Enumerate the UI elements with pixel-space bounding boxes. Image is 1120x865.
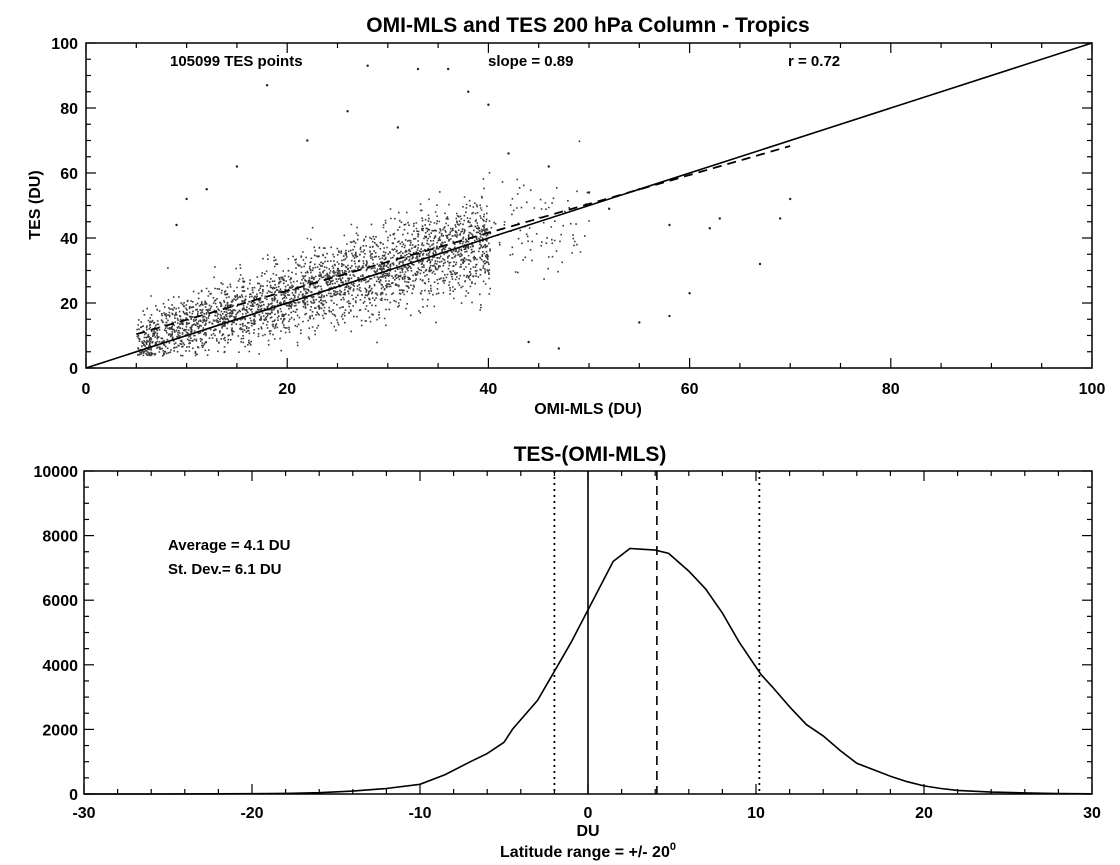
histogram-y-tick-labels: 0 2000 4000 6000 8000 10000 (34, 464, 79, 804)
histogram-x-tick-label: 20 (915, 805, 933, 822)
outlier-point (668, 223, 671, 227)
identity-line (85, 42, 1093, 369)
outlier-point (557, 347, 561, 350)
scatter-y-tick-label: 0 (69, 361, 78, 378)
scatter-x-tick-label: 80 (882, 381, 900, 398)
scatter-x-tick-label: 100 (1079, 381, 1106, 398)
histogram-x-tick-label: -10 (408, 805, 431, 822)
scatter-x-tick-label: 60 (681, 381, 699, 398)
outlier-point (789, 197, 792, 201)
scatter-x-axis-label: OMI-MLS (DU) (534, 401, 642, 418)
histogram-y-tick-label: 0 (69, 787, 78, 804)
outlier-point (446, 67, 450, 71)
outlier-point (416, 67, 420, 71)
histogram-x-tick-label: -20 (240, 805, 263, 822)
outlier-point (175, 223, 178, 227)
scatter-axis-ticks (85, 42, 1093, 369)
outlier-point (547, 165, 550, 168)
outlier-point (607, 207, 611, 210)
outlier-point (527, 340, 530, 344)
histogram-y-tick-label: 8000 (42, 529, 78, 546)
scatter-panel: OMI-MLS and TES 200 hPa Column - Tropics… (27, 14, 1105, 418)
scatter-x-tick-label: 40 (480, 381, 498, 398)
histogram-title: TES-(OMI-MLS) (514, 443, 667, 466)
histogram-x-tick-label: -30 (72, 805, 95, 822)
points-annotation: 105099 TES points (170, 53, 303, 70)
outlier-point (507, 152, 510, 155)
scatter-y-tick-label: 100 (51, 36, 78, 53)
scatter-y-axis-label: TES (DU) (27, 170, 44, 239)
outlier-point (265, 84, 269, 87)
histogram-x-tick-label: 10 (747, 805, 765, 822)
latitude-range-text: Latitude range = +/- 20 (500, 844, 670, 861)
outlier-point (306, 139, 309, 142)
scatter-x-tick-label: 0 (82, 381, 91, 398)
histogram-reference-lines (553, 471, 761, 794)
scatter-y-tick-label: 40 (60, 231, 78, 248)
slope-annotation: slope = 0.89 (488, 53, 573, 70)
stdev-annotation: St. Dev.= 6.1 DU (168, 561, 282, 578)
histogram-x-tick-label: 30 (1083, 805, 1101, 822)
outlier-point (396, 126, 400, 129)
outlier-point (758, 262, 762, 266)
outlier-point (366, 64, 369, 67)
fit-line (136, 145, 791, 336)
histogram-x-axis-label: DU (576, 823, 599, 840)
scatter-title: OMI-MLS and TES 200 hPa Column - Tropics (366, 14, 809, 37)
outlier-point (587, 191, 591, 194)
histogram-axis-ticks (83, 470, 1093, 795)
outlier-point (718, 217, 721, 220)
r-annotation: r = 0.72 (788, 53, 840, 70)
histogram-y-tick-label: 2000 (42, 722, 78, 739)
scatter-y-tick-label: 20 (60, 296, 78, 313)
outlier-point (467, 90, 470, 93)
outlier-point (778, 217, 782, 220)
scatter-cloud (136, 140, 590, 357)
scatter-x-tick-label: 20 (278, 381, 296, 398)
scatter-y-tick-labels: 0 20 40 60 80 100 (51, 36, 78, 378)
outlier-point (235, 165, 239, 168)
histogram-x-tick-label: 0 (584, 805, 593, 822)
scatter-y-tick-label: 80 (60, 101, 78, 118)
outlier-point (688, 292, 691, 295)
outlier-point (668, 314, 671, 318)
latitude-range-note: Latitude range = +/- 200 (500, 841, 676, 861)
scatter-x-tick-labels: 0 20 40 60 80 100 (82, 381, 1106, 398)
average-annotation: Average = 4.1 DU (168, 537, 290, 554)
scatter-y-tick-label: 60 (60, 166, 78, 183)
scatter-cloud-points (136, 140, 590, 357)
latitude-range-superscript: 0 (670, 841, 676, 853)
histogram-y-tick-label: 4000 (42, 658, 78, 675)
histogram-x-tick-labels: -30 -20 -10 0 10 20 30 (72, 805, 1101, 822)
histogram-panel: TES-(OMI-MLS) -30 -20 -10 0 10 20 30 0 2000 4000… (34, 443, 1102, 861)
scatter-outliers (175, 64, 792, 350)
histogram-y-tick-label: 6000 (42, 593, 78, 610)
outlier-point (487, 103, 490, 106)
histogram-y-tick-label: 10000 (34, 464, 79, 481)
outlier-point (185, 197, 188, 201)
outlier-point (205, 188, 208, 191)
histogram-curve (84, 547, 1093, 795)
outlier-point (638, 321, 641, 324)
outlier-point (346, 110, 349, 113)
outlier-point (708, 227, 711, 230)
